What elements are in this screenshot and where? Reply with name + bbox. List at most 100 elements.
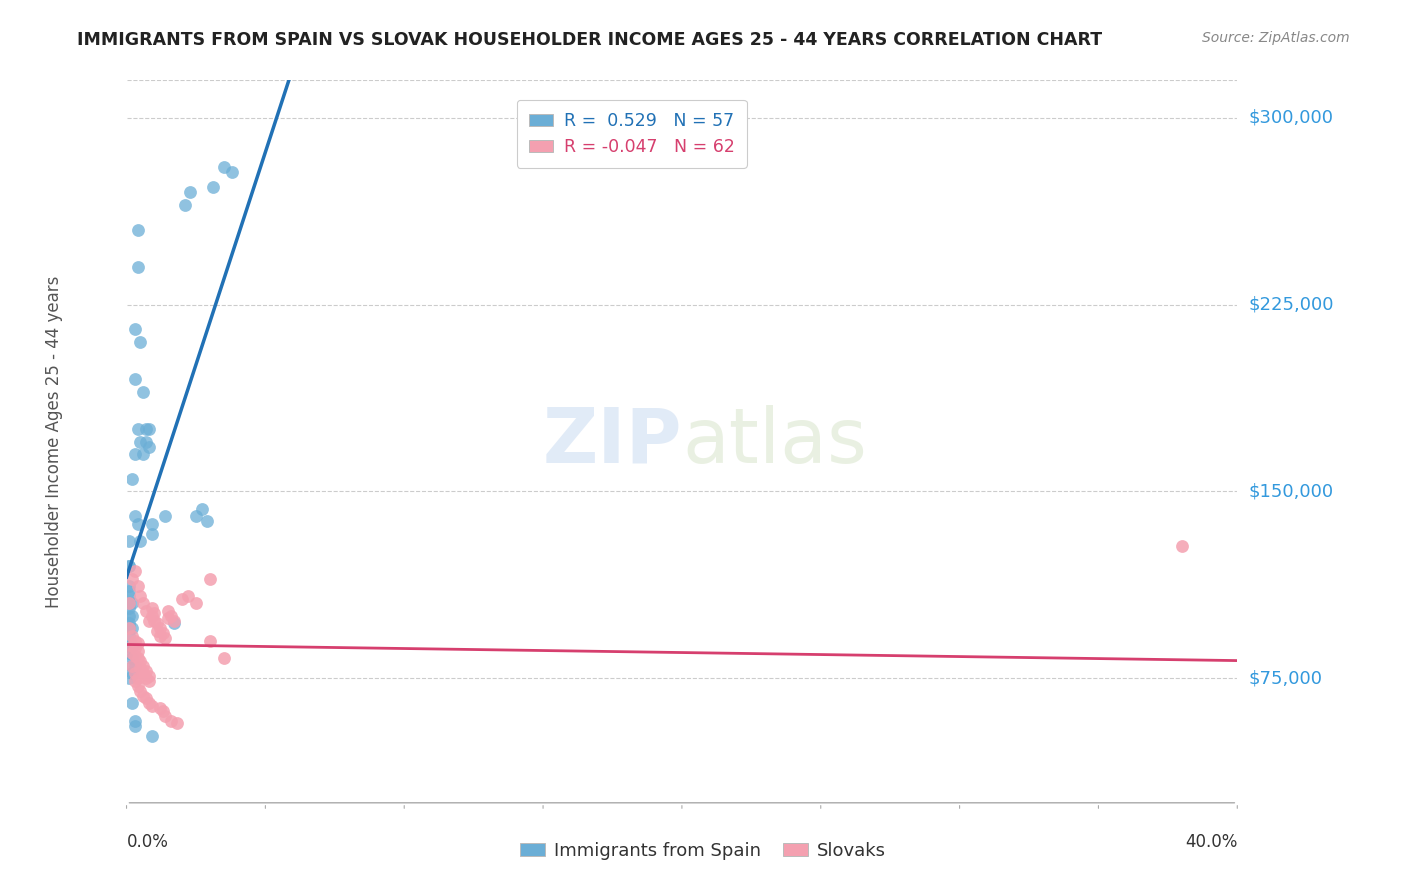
Point <box>135 434 157 449</box>
Point <box>179 186 201 200</box>
Point <box>124 714 146 728</box>
Point <box>184 509 207 524</box>
Point <box>138 669 160 683</box>
Point <box>127 644 149 658</box>
Point <box>132 689 155 703</box>
Point <box>141 698 163 713</box>
Legend: R =  0.529   N = 57, R = -0.047   N = 62: R = 0.529 N = 57, R = -0.047 N = 62 <box>517 100 747 168</box>
Text: 40.0%: 40.0% <box>1185 833 1237 851</box>
Point <box>124 673 146 688</box>
Point <box>124 322 146 336</box>
Point <box>121 621 143 635</box>
Point <box>149 629 172 643</box>
Point <box>129 334 152 349</box>
Point <box>212 161 235 175</box>
Point <box>124 447 146 461</box>
Point <box>135 671 157 685</box>
Point <box>176 589 198 603</box>
Point <box>132 384 155 399</box>
Point <box>149 621 172 635</box>
Point <box>157 611 180 625</box>
Point <box>132 666 155 681</box>
Point <box>121 572 143 586</box>
Point <box>212 651 235 665</box>
Point <box>121 666 143 681</box>
Point <box>138 422 160 436</box>
Point <box>129 534 152 549</box>
Point <box>129 683 152 698</box>
Point <box>124 648 146 663</box>
Point <box>195 514 218 528</box>
Point <box>143 614 166 628</box>
Point <box>121 658 143 673</box>
Point <box>129 434 152 449</box>
Text: ZIP: ZIP <box>543 405 682 478</box>
Point <box>124 509 146 524</box>
Point <box>127 579 149 593</box>
Point <box>141 526 163 541</box>
Point <box>121 651 143 665</box>
Point <box>124 666 146 681</box>
Point <box>190 501 212 516</box>
Point <box>155 509 177 524</box>
Text: Householder Income Ages 25 - 44 years: Householder Income Ages 25 - 44 years <box>45 276 63 607</box>
Point <box>160 714 183 728</box>
Point <box>141 609 163 624</box>
Text: $150,000: $150,000 <box>1249 483 1333 500</box>
Text: $75,000: $75,000 <box>1249 669 1323 687</box>
Point <box>121 646 143 660</box>
Point <box>118 609 141 624</box>
Point <box>124 633 146 648</box>
Point <box>127 636 149 650</box>
Point <box>121 639 143 653</box>
Point <box>127 223 149 237</box>
Point <box>118 579 141 593</box>
Text: atlas: atlas <box>682 405 866 478</box>
Point <box>121 696 143 710</box>
Point <box>201 180 224 194</box>
Point <box>118 589 141 603</box>
Point <box>138 696 160 710</box>
Point <box>138 673 160 688</box>
Point <box>132 447 155 461</box>
Point <box>152 626 174 640</box>
Text: 0.0%: 0.0% <box>127 833 169 851</box>
Point <box>121 609 143 624</box>
Text: IMMIGRANTS FROM SPAIN VS SLOVAK HOUSEHOLDER INCOME AGES 25 - 44 YEARS CORRELATIO: IMMIGRANTS FROM SPAIN VS SLOVAK HOUSEHOL… <box>77 31 1102 49</box>
Point <box>129 654 152 668</box>
Point <box>146 624 169 638</box>
Point <box>146 616 169 631</box>
Point <box>124 564 146 578</box>
Point <box>118 559 141 574</box>
Point <box>127 651 149 665</box>
Point <box>135 422 157 436</box>
Point <box>118 601 141 615</box>
Point <box>124 641 146 656</box>
Point <box>221 165 243 179</box>
Point <box>198 572 221 586</box>
Point <box>166 716 188 731</box>
Point <box>184 597 207 611</box>
Point <box>135 664 157 678</box>
Point <box>1170 539 1192 553</box>
Point <box>118 584 141 599</box>
Point <box>124 372 146 386</box>
Point <box>155 632 177 646</box>
Point <box>135 604 157 618</box>
Point <box>138 440 160 454</box>
Point <box>163 616 186 631</box>
Point <box>132 658 155 673</box>
Point <box>118 646 141 660</box>
Point <box>163 614 186 628</box>
Point <box>118 559 141 574</box>
Text: $225,000: $225,000 <box>1249 295 1334 313</box>
Point <box>118 621 141 635</box>
Point <box>127 679 149 693</box>
Point <box>138 614 160 628</box>
Point <box>152 704 174 718</box>
Point <box>129 661 152 675</box>
Point <box>118 616 141 631</box>
Point <box>149 701 172 715</box>
Text: Source: ZipAtlas.com: Source: ZipAtlas.com <box>1202 31 1350 45</box>
Text: $300,000: $300,000 <box>1249 109 1333 127</box>
